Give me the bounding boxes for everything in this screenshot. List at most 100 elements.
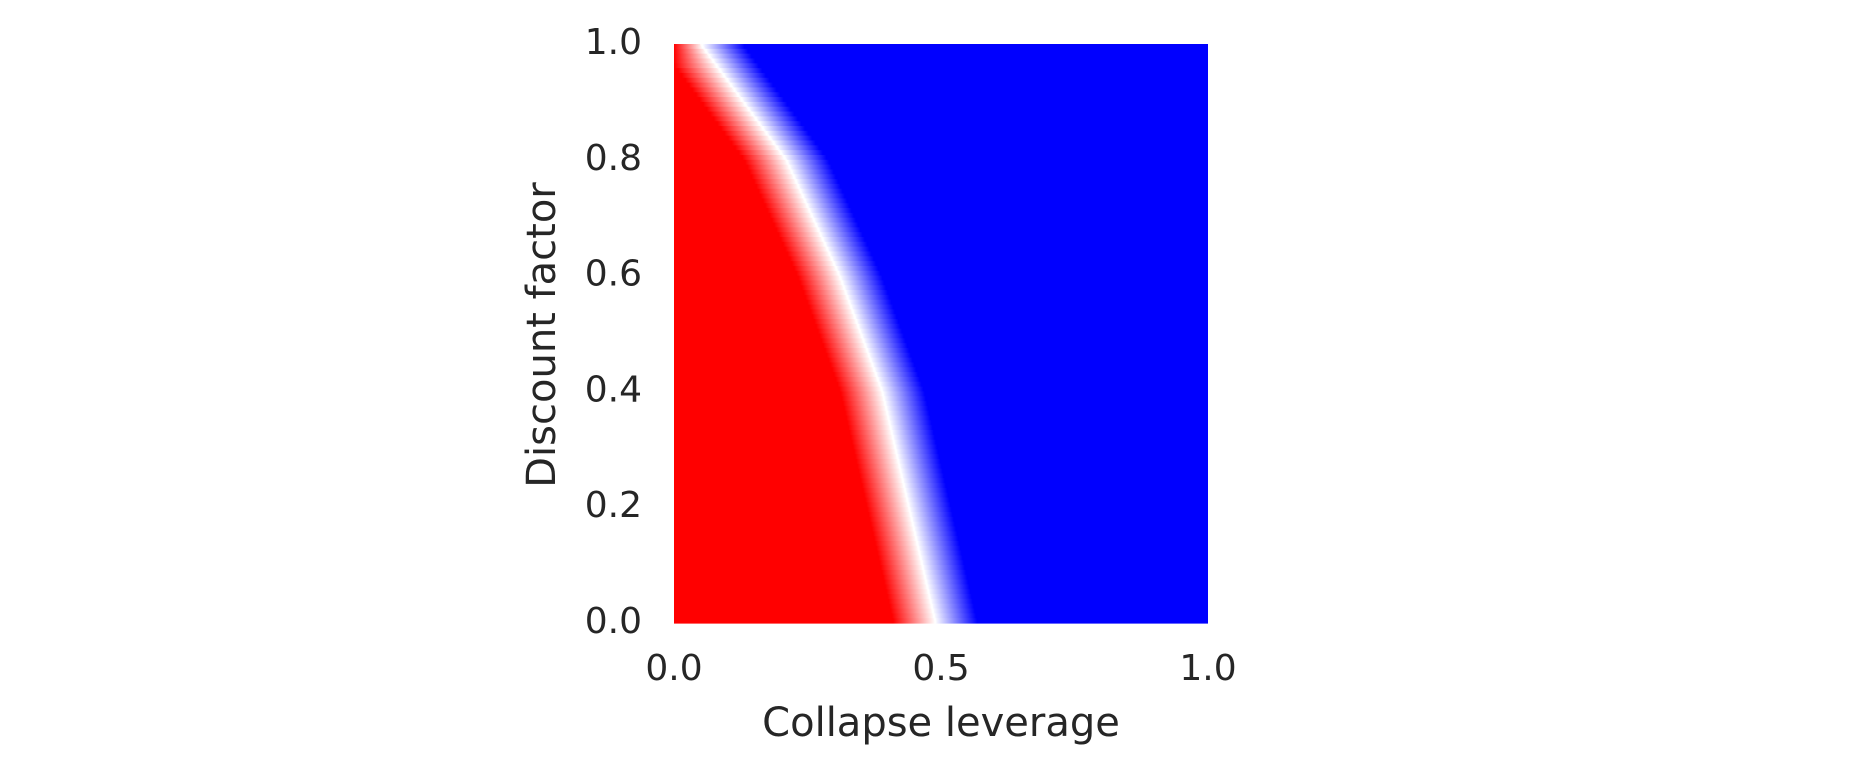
boundary-line <box>699 43 937 624</box>
heatmap-strip <box>674 270 1208 277</box>
heatmap-strip <box>674 130 1208 137</box>
heatmap-strip <box>674 550 1208 557</box>
heatmap-strip <box>674 227 1208 233</box>
heatmap-strip <box>674 261 1208 267</box>
heatmap-strip <box>674 241 1208 248</box>
heatmap-strip <box>674 275 1208 282</box>
heatmap-strip <box>674 376 1208 383</box>
heatmap-strip <box>674 357 1208 364</box>
heatmap-strip <box>674 512 1208 518</box>
heatmap-strip <box>674 613 1208 619</box>
heatmap-strip <box>674 362 1208 368</box>
heatmap-strip <box>674 150 1208 156</box>
heatmap-strip <box>674 92 1208 98</box>
heatmap-strip <box>674 540 1208 547</box>
heatmap-strip <box>674 449 1208 455</box>
heatmap-strip <box>674 410 1208 417</box>
y-tick-label: 0.2 <box>585 485 642 526</box>
heatmap-strip <box>674 53 1208 60</box>
heatmap-strip <box>674 589 1208 595</box>
heatmap-strip <box>674 164 1208 171</box>
heatmap-strip <box>674 396 1208 402</box>
heatmap-strip <box>674 251 1208 257</box>
heatmap-strip <box>674 72 1208 79</box>
heatmap-strip <box>674 106 1208 113</box>
x-tick-label: 0.5 <box>912 648 969 689</box>
heatmap-strip <box>674 531 1208 537</box>
heatmap-strip <box>674 536 1208 542</box>
heatmap-strip <box>674 584 1208 590</box>
heatmap-strip <box>674 603 1208 610</box>
heatmap-strip <box>674 193 1208 199</box>
heatmap-strip <box>674 478 1208 484</box>
heatmap-strip <box>674 68 1208 74</box>
plot-area <box>674 43 1208 624</box>
heatmap-strip <box>674 381 1208 388</box>
heatmap-strip <box>674 280 1208 286</box>
heatmap-strip <box>674 77 1208 84</box>
heatmap-strip <box>674 521 1208 528</box>
heatmap-strip <box>674 425 1208 431</box>
heatmap-strip <box>674 569 1208 576</box>
heatmap-strip <box>674 352 1208 359</box>
heatmap-strip <box>674 290 1208 296</box>
heatmap-strip <box>674 391 1208 397</box>
heatmap-strip <box>674 487 1208 494</box>
heatmap-strip <box>674 203 1208 209</box>
heatmap-strip <box>674 145 1208 151</box>
heatmap-strip <box>674 208 1208 214</box>
y-tick-label: 0.0 <box>585 601 642 642</box>
heatmap-strip <box>674 545 1208 552</box>
y-tick-label: 0.8 <box>585 138 642 179</box>
heatmap-strip <box>674 579 1208 585</box>
heatmap-strip <box>674 473 1208 479</box>
heatmap-strip <box>674 574 1208 581</box>
heatmap-strip <box>674 343 1208 349</box>
y-tick-label: 1.0 <box>585 22 642 63</box>
heatmap-strip <box>674 618 1208 624</box>
heatmap-strip <box>674 265 1208 272</box>
heatmap-strip <box>674 415 1208 421</box>
x-axis-label: Collapse leverage <box>762 700 1120 746</box>
heatmap-strip <box>674 179 1208 185</box>
heatmap-strip <box>674 372 1208 378</box>
heatmap-strip <box>674 565 1208 571</box>
heatmap-strip <box>674 44 1208 50</box>
heatmap-strip <box>674 507 1208 513</box>
heatmap-strip <box>674 338 1208 344</box>
heatmap-strip <box>674 183 1208 190</box>
heatmap-strip <box>674 502 1208 508</box>
heatmap-strip <box>674 333 1208 339</box>
heatmap-strip <box>674 497 1208 503</box>
heatmap-strip <box>674 386 1208 392</box>
heatmap-strip <box>674 434 1208 441</box>
heatmap-strip <box>674 458 1208 465</box>
heatmap-strip <box>674 314 1208 320</box>
heatmap-strip <box>674 405 1208 412</box>
heatmap-strip <box>674 169 1208 175</box>
heatmap-strip <box>674 594 1208 600</box>
heatmap-strip <box>674 87 1208 93</box>
heatmap-strip <box>674 58 1208 64</box>
heatmap-strip <box>674 111 1208 117</box>
heatmap-strip <box>674 222 1208 228</box>
heatmap-strip <box>674 454 1208 460</box>
y-axis-label: Discount factor <box>519 182 565 488</box>
heatmap-strip <box>674 126 1208 132</box>
heatmap-strip <box>674 309 1208 315</box>
heatmap-strip <box>674 555 1208 561</box>
heatmap-strip <box>674 299 1208 306</box>
heatmap-strip <box>674 246 1208 253</box>
heatmap-strip <box>674 439 1208 446</box>
heatmap-strip <box>674 598 1208 605</box>
heatmap-strip <box>674 323 1208 330</box>
x-tick-label: 1.0 <box>1179 648 1236 689</box>
heatmap-strip <box>674 560 1208 566</box>
heatmap-strip <box>674 294 1208 301</box>
heatmap-strip <box>674 101 1208 108</box>
heatmap-strip <box>674 516 1208 523</box>
heatmap-strip <box>674 401 1208 407</box>
y-tick-label: 0.4 <box>585 369 642 410</box>
heatmap-strip <box>674 63 1208 69</box>
